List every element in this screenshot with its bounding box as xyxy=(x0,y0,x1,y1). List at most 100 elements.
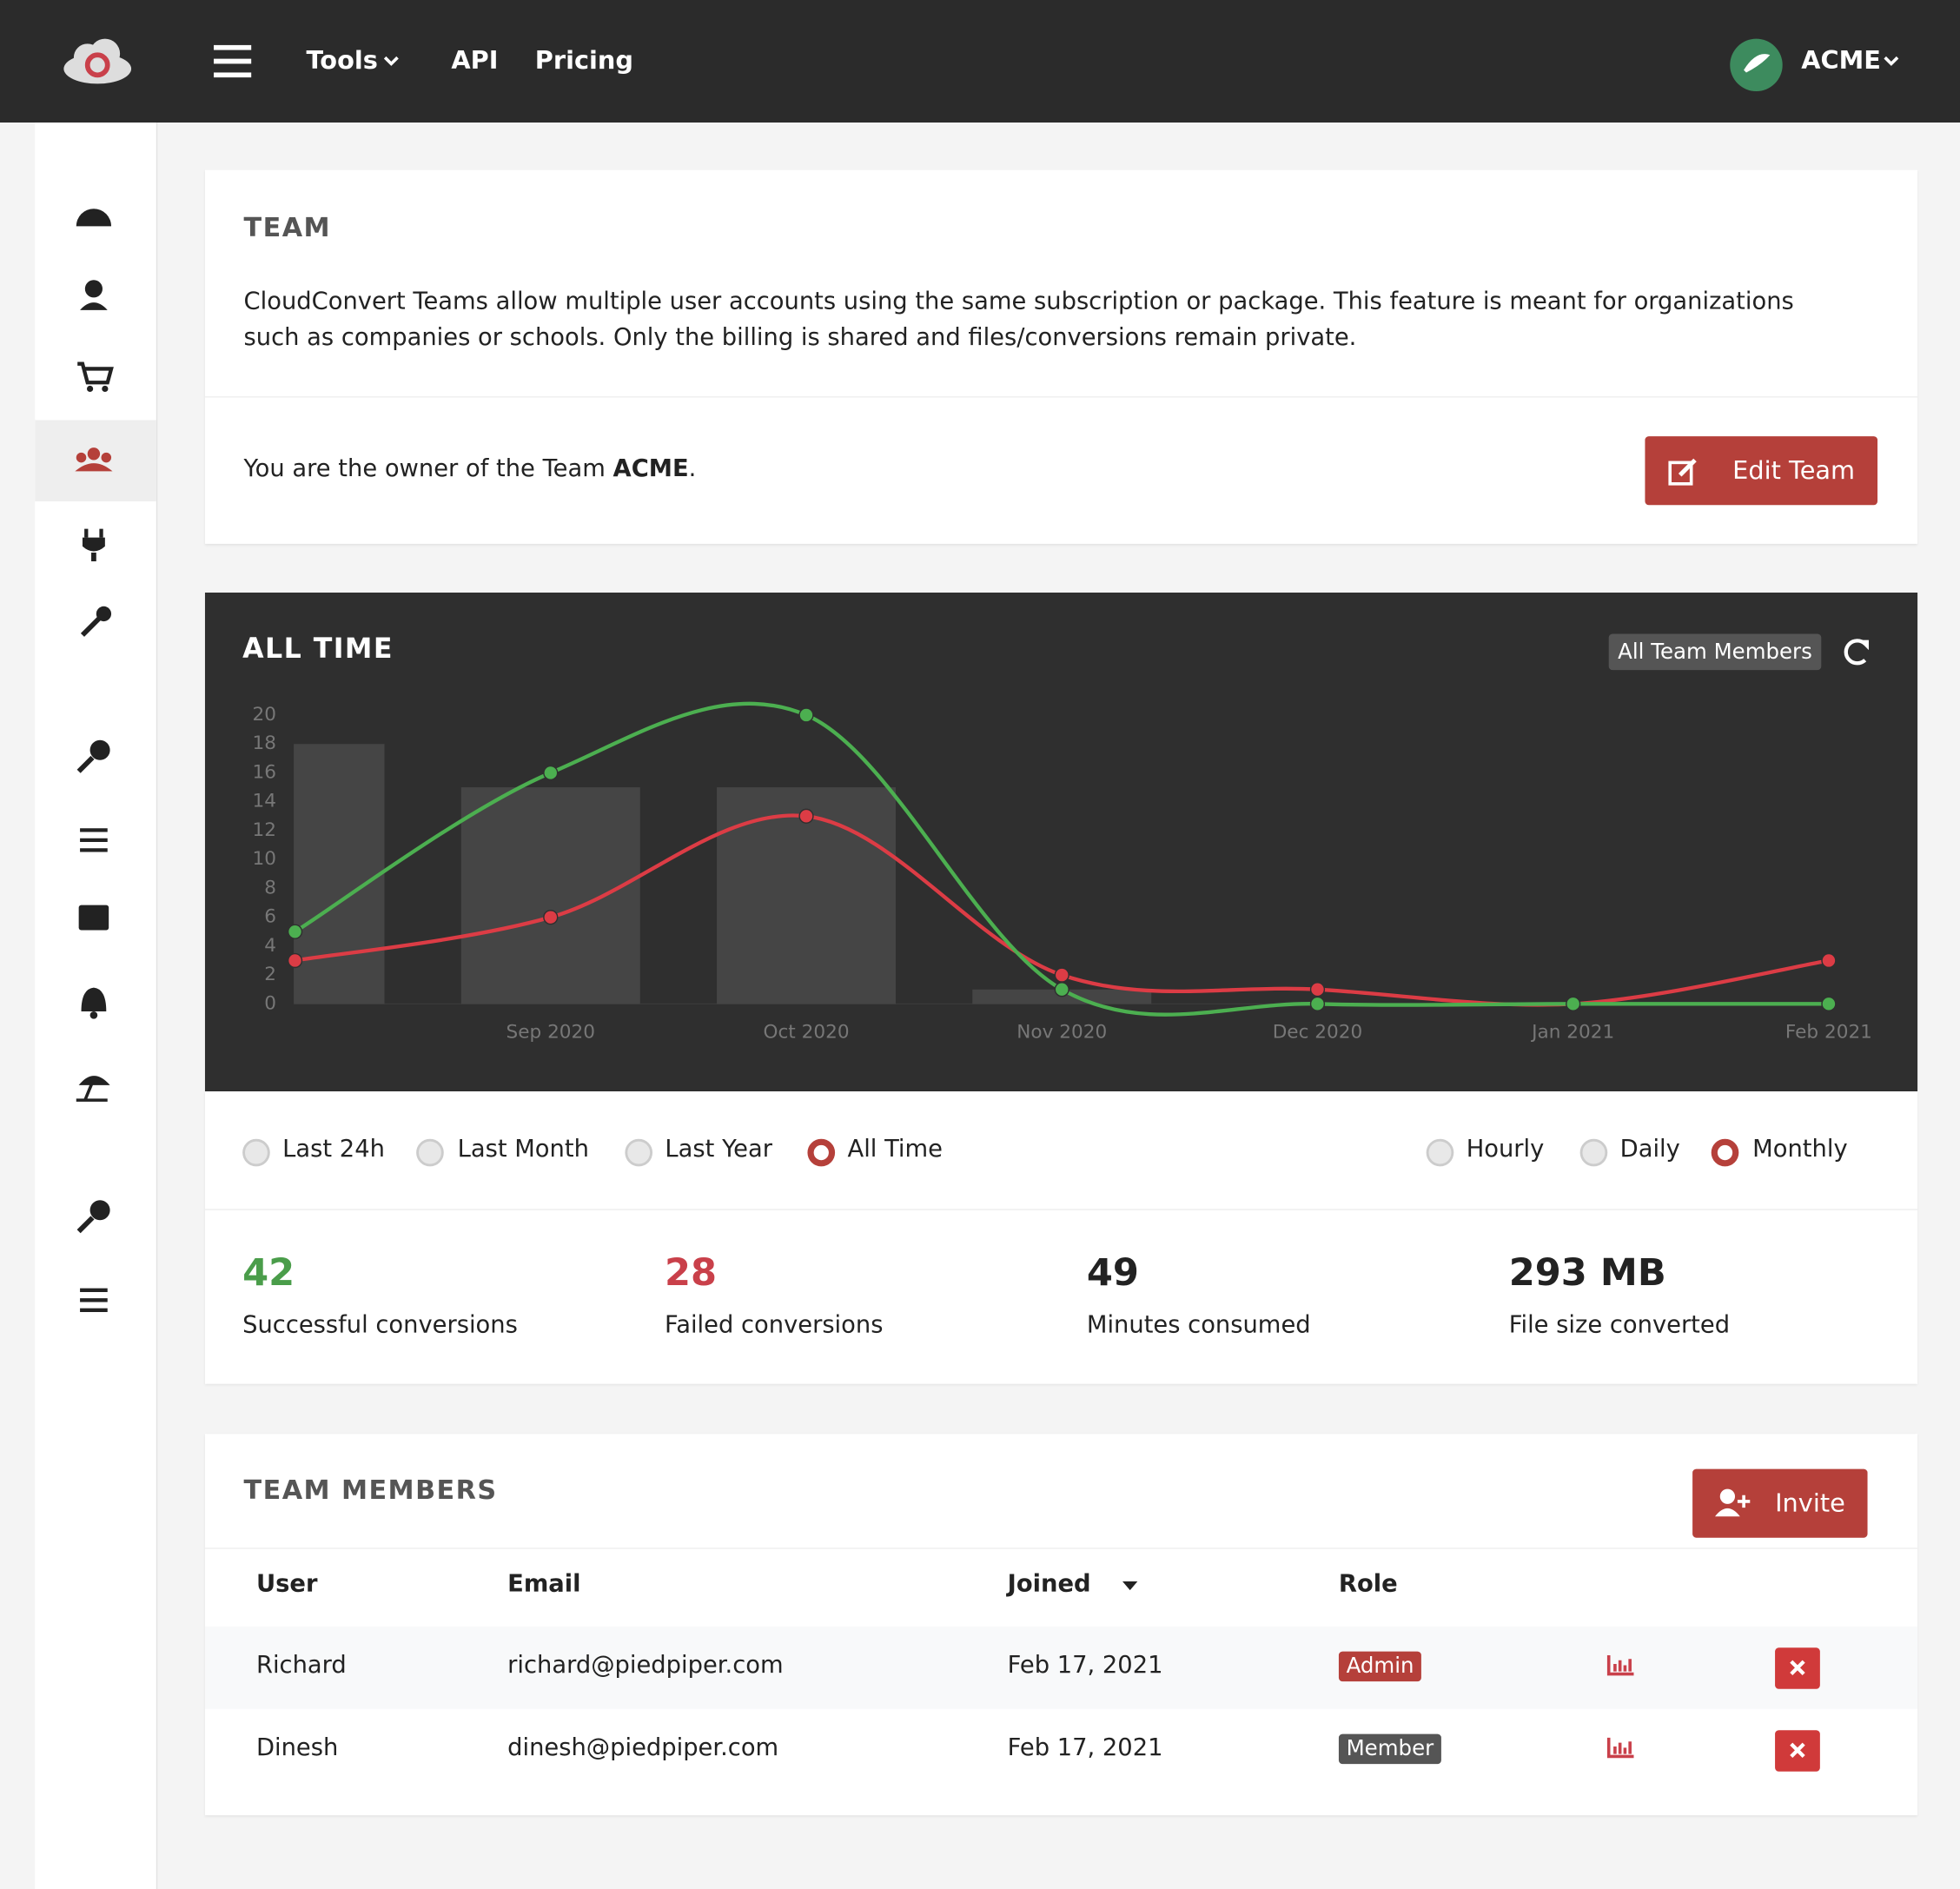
owner-text: You are the owner of the Team xyxy=(243,454,606,483)
x-tick-label: Jan 2021 xyxy=(1530,1021,1614,1043)
y-tick-label: 6 xyxy=(264,906,276,928)
nav-api[interactable]: API xyxy=(451,44,499,76)
active-item xyxy=(35,420,156,501)
divider xyxy=(204,1209,1918,1210)
caret xyxy=(1884,56,1899,66)
y-tick-label: 20 xyxy=(253,704,276,726)
table-cell: richard@piedpiper.com xyxy=(507,1651,784,1680)
role-badge: Admin xyxy=(1338,1651,1422,1682)
y-tick-label: 18 xyxy=(253,732,276,754)
point xyxy=(287,952,303,969)
radio-button[interactable] xyxy=(807,1138,836,1167)
radio-button[interactable] xyxy=(1711,1138,1739,1167)
stat-label: File size converted xyxy=(1508,1311,1731,1339)
stats-row: 42 Successful conversions 28 Failed convers… xyxy=(205,1210,1917,1384)
radio-label[interactable]: Last Month xyxy=(457,1135,589,1163)
bar xyxy=(294,744,385,1004)
table-row xyxy=(204,1626,1918,1709)
y-tick-label: 0 xyxy=(264,992,276,1014)
team-card: TEAM CloudConvert Teams allow multiple u… xyxy=(204,169,1918,544)
team-title: TEAM xyxy=(243,212,332,243)
column-header[interactable]: Joined xyxy=(1007,1570,1091,1598)
point xyxy=(798,808,814,824)
table-cell: Feb 17, 2021 xyxy=(1007,1733,1163,1762)
point xyxy=(798,707,814,723)
range-selector: Last 24h Last Month Last Year All Time Hourl… xyxy=(205,1091,1917,1209)
radio-label[interactable]: Hourly xyxy=(1466,1135,1545,1163)
point xyxy=(543,910,559,925)
table-cell: Richard xyxy=(255,1651,347,1680)
stats-icon[interactable] xyxy=(1606,1736,1637,1759)
radio-button[interactable] xyxy=(416,1138,444,1167)
logo[interactable] xyxy=(60,35,135,87)
radio-label[interactable]: All Time xyxy=(847,1135,943,1163)
y-tick-label: 2 xyxy=(264,964,276,985)
delete-button[interactable] xyxy=(1775,1730,1820,1772)
bar xyxy=(460,787,640,1004)
nav-tools[interactable]: Tools xyxy=(306,44,378,76)
radio-label[interactable]: Daily xyxy=(1619,1135,1680,1163)
radio-label[interactable]: Last 24h xyxy=(282,1135,385,1163)
point xyxy=(1054,982,1069,998)
x-tick-label: Dec 2020 xyxy=(1273,1021,1363,1043)
point xyxy=(1821,952,1837,969)
stat-value: 49 xyxy=(1086,1251,1139,1296)
divider xyxy=(204,396,1918,398)
avatar[interactable] xyxy=(1729,37,1784,92)
top-bar: Tools API Pricing ACME xyxy=(0,0,1960,123)
sidebar xyxy=(35,123,158,1889)
sidebar-icons[interactable] xyxy=(35,123,156,1373)
point xyxy=(1309,996,1326,1011)
column-header: Email xyxy=(507,1570,581,1598)
table-cell: Feb 17, 2021 xyxy=(1007,1651,1163,1680)
chart: ALL TIME All Team Members 0 2 4 6 8 10 12 14 16 1… xyxy=(242,633,1872,1043)
team-description: CloudConvert Teams allow multiple user a… xyxy=(243,287,1794,352)
y-tick-label: 16 xyxy=(253,761,276,783)
menu-icon[interactable] xyxy=(213,44,253,78)
refresh-icon[interactable] xyxy=(1844,639,1869,666)
bars xyxy=(294,744,1152,1004)
column-header: User xyxy=(255,1570,318,1598)
owner-suffix: . xyxy=(688,454,697,483)
point xyxy=(287,924,303,939)
filter-badge[interactable] xyxy=(1608,633,1822,671)
radio-label[interactable]: Monthly xyxy=(1752,1135,1848,1163)
sort-caret[interactable] xyxy=(1122,1581,1138,1591)
stats-card: Last 24h Last Month Last Year All Time Hourl… xyxy=(204,1091,1918,1384)
point xyxy=(1566,996,1581,1011)
stats-icon[interactable] xyxy=(1606,1654,1637,1677)
account-name[interactable]: ACME xyxy=(1801,44,1881,76)
y-tick-label: 14 xyxy=(253,791,276,812)
table-cell: dinesh@piedpiper.com xyxy=(507,1733,779,1762)
radio-button[interactable] xyxy=(1579,1138,1608,1167)
stat-label: Successful conversions xyxy=(242,1311,518,1339)
edit-team-button[interactable]: Edit Team xyxy=(1645,436,1878,506)
stat-label: Failed conversions xyxy=(664,1311,884,1339)
radio-button[interactable] xyxy=(1426,1138,1454,1167)
owner-team: ACME xyxy=(612,454,689,483)
stat-value: 28 xyxy=(664,1251,718,1296)
y-tick-label: 10 xyxy=(253,848,276,870)
nav-pricing[interactable]: Pricing xyxy=(534,44,633,76)
radio-button[interactable] xyxy=(625,1138,653,1167)
table-row xyxy=(204,1708,1918,1792)
x-tick-label: Feb 2021 xyxy=(1785,1021,1872,1043)
delete-button[interactable] xyxy=(1775,1647,1820,1689)
point xyxy=(1054,967,1069,983)
members-card: TEAM MEMBERS Invite User Email Joined Role R… xyxy=(204,1434,1918,1816)
table-cell: Dinesh xyxy=(255,1733,339,1762)
invite-button[interactable]: Invite xyxy=(1692,1468,1868,1538)
y-tick-label: 4 xyxy=(264,935,276,957)
invite-icon xyxy=(1715,1488,1751,1517)
stat-value: 293 MB xyxy=(1508,1251,1666,1296)
caret xyxy=(383,56,399,66)
radio-button[interactable] xyxy=(242,1138,270,1167)
x-tick-label: Sep 2020 xyxy=(507,1021,595,1043)
x-tick-label: Oct 2020 xyxy=(763,1021,849,1043)
role-badge: Member xyxy=(1338,1733,1441,1765)
radio-label[interactable]: Last Year xyxy=(665,1135,772,1163)
chart-title: ALL TIME xyxy=(242,633,394,665)
y-tick-label: 12 xyxy=(253,819,276,841)
members-table: User Email Joined Role Richard richard@piedpi… xyxy=(204,1549,1918,1800)
